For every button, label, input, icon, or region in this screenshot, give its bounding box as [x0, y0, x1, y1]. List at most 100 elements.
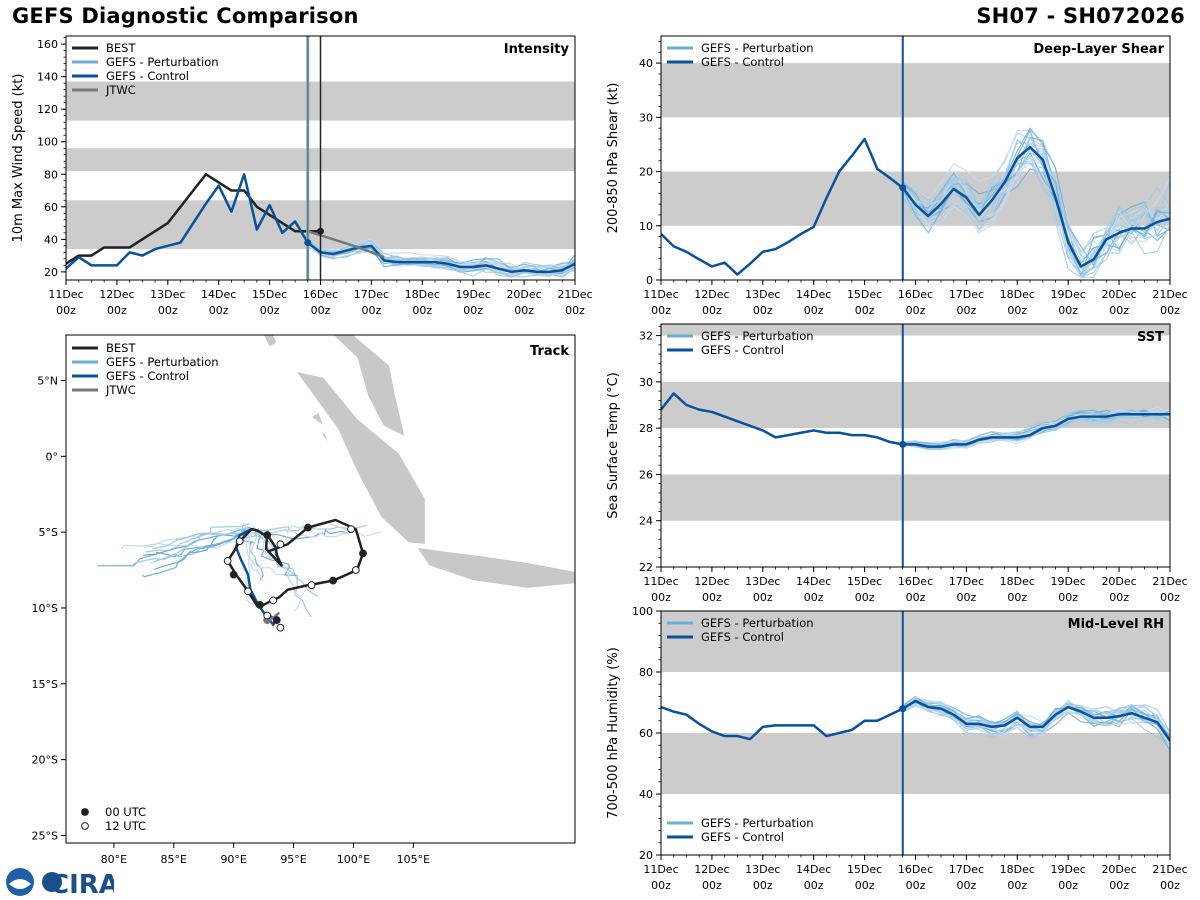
shear-xtick-label: 00z — [1109, 304, 1129, 317]
track-marker-legend-label: 12 UTC — [105, 819, 146, 833]
rh-panel: 20 40 60 80 100 11Dec 00z 12Dec 00z 13Dec 00z 14Dec… — [606, 605, 1188, 892]
rh-ytick-label: 20 — [639, 849, 653, 862]
sst-xtick-label: 00z — [957, 591, 977, 604]
sst-xtick-label: 00z — [702, 591, 722, 604]
sst-xtick-label: 18Dec — [1000, 575, 1035, 588]
shear-control-init-dot — [899, 184, 907, 192]
globe-icon — [42, 872, 62, 892]
track-title: Track — [530, 344, 569, 359]
cira-logo-text: CIRA — [50, 870, 114, 898]
intensity-xtick-label: 00z — [260, 304, 280, 317]
shear-band — [661, 63, 1170, 118]
shear-xtick-label: 00z — [753, 304, 773, 317]
rh-xtick-label: 16Dec — [898, 863, 933, 876]
intensity-xtick-label: 15Dec — [252, 288, 287, 301]
land-mass — [263, 335, 278, 348]
track-xtick-label: 100°E — [337, 853, 370, 866]
rh-control-init-dot — [899, 705, 907, 713]
noaa-bird-icon — [9, 879, 31, 889]
sst-band — [661, 474, 1170, 521]
sst-xtick-label: 16Dec — [898, 575, 933, 588]
sst-member-line — [902, 408, 1170, 446]
sst-xtick-label: 00z — [1160, 591, 1180, 604]
intensity-ylabel: 10m Max Wind Speed (kt) — [11, 74, 26, 243]
track-legend-label: GEFS - Perturbation — [106, 355, 219, 369]
sst-member-line — [902, 409, 1170, 446]
track-frame — [65, 334, 576, 844]
intensity-xtick-label: 12Dec — [99, 288, 134, 301]
rh-ylabel: 700-500 hPa Humidity (%) — [606, 647, 621, 819]
perturbation-track — [255, 529, 349, 540]
rh-xtick-label: 00z — [1160, 879, 1180, 892]
rh-xtick-label: 13Dec — [745, 863, 780, 876]
rh-xtick-label: 14Dec — [796, 863, 831, 876]
best-marker-00z — [272, 616, 281, 624]
intensity-ytick-label: 140 — [37, 71, 58, 84]
sst-ytick-label: 32 — [639, 330, 653, 343]
track-ytick-label: 10°S — [32, 602, 58, 615]
shear-xtick-label: 00z — [855, 304, 875, 317]
sst-panel: 22 24 26 28 30 32 11Dec 00z 12Dec 00z 13Dec 00z 14De… — [606, 323, 1188, 604]
track-marker-legend-symbol — [81, 822, 89, 830]
sst-xtick-label: 00z — [651, 591, 671, 604]
shear-ytick-label: 40 — [639, 57, 653, 70]
best-marker-00z — [263, 531, 272, 540]
rh-xtick-label: 17Dec — [949, 863, 984, 876]
track-ytick-label: 5°S — [39, 526, 58, 539]
rh-xtick-label: 00z — [855, 879, 875, 892]
sst-xtick-label: 13Dec — [745, 575, 780, 588]
rh-ytick-label: 80 — [639, 666, 653, 679]
rh-xtick-label: 20Dec — [1101, 863, 1136, 876]
sst-ylabel: Sea Surface Temp (°C) — [606, 372, 621, 519]
track-ytick-label: 5°N — [37, 374, 58, 387]
sst-ytick-label: 22 — [639, 561, 653, 574]
sst-control-line — [661, 392, 1170, 448]
shear-xtick-label: 00z — [1160, 304, 1180, 317]
perturbation-track — [252, 525, 303, 612]
track-xtick-label: 80°E — [101, 853, 127, 866]
intensity-title: Intensity — [504, 42, 570, 57]
shear-legend-label: GEFS - Perturbation — [701, 41, 814, 55]
best-marker-12z — [276, 623, 285, 632]
sst-xtick-label: 00z — [753, 591, 773, 604]
shear-xtick-label: 00z — [702, 304, 722, 317]
rh-xtick-label: 00z — [702, 879, 722, 892]
intensity-xtick-label: 00z — [311, 304, 331, 317]
track-panel: 80°E 85°E 90°E 95°E 100°E 105°E 5°N 0° 5°S 10°S 15… — [32, 334, 576, 866]
best-marker-00z — [256, 601, 264, 609]
best-marker-12z — [235, 537, 244, 546]
intensity-xtick-label: 20Dec — [506, 288, 541, 301]
rh-xtick-label: 11Dec — [643, 863, 678, 876]
rh-member-line — [902, 701, 1170, 744]
shear-xtick-label: 00z — [957, 304, 977, 317]
sst-xtick-label: 20Dec — [1101, 575, 1136, 588]
sst-xtick-label: 00z — [1109, 591, 1129, 604]
sst-xtick-label: 21Dec — [1152, 575, 1187, 588]
intensity-xtick-label: 21Dec — [557, 288, 592, 301]
rh-xtick-label: 00z — [906, 879, 926, 892]
track-map-layer — [97, 335, 575, 632]
intensity-xtick-label: 17Dec — [354, 288, 389, 301]
land-mass — [332, 335, 406, 438]
shear-member-line — [902, 150, 1170, 255]
best-marker-00z — [329, 576, 337, 585]
shear-xtick-label: 15Dec — [847, 288, 882, 301]
perturbation-track — [145, 523, 250, 553]
best-marker-12z — [223, 557, 232, 565]
track-xtick-label: 85°E — [161, 853, 187, 866]
rh-xtick-label: 19Dec — [1051, 863, 1086, 876]
intensity-member-line — [307, 244, 575, 273]
intensity-legend-label: GEFS - Perturbation — [106, 55, 219, 69]
sst-title: SST — [1137, 330, 1164, 345]
intensity-xtick-label: 00z — [209, 304, 229, 317]
rh-member-line — [902, 696, 1170, 741]
sst-xtick-label: 17Dec — [949, 575, 984, 588]
rh-xtick-label: 21Dec — [1152, 863, 1187, 876]
rh-legend-label: GEFS - Perturbation — [701, 616, 814, 630]
land-mass — [332, 463, 340, 478]
shear-xtick-label: 00z — [1007, 304, 1027, 317]
shear-panel: 0 10 20 30 40 11Dec 00z 12Dec 00z 13Dec 00z 14Dec 00… — [606, 35, 1188, 317]
intensity-xtick-label: 00z — [107, 304, 127, 317]
rh-xtick-label: 00z — [1109, 879, 1129, 892]
sst-xtick-label: 15Dec — [847, 575, 882, 588]
